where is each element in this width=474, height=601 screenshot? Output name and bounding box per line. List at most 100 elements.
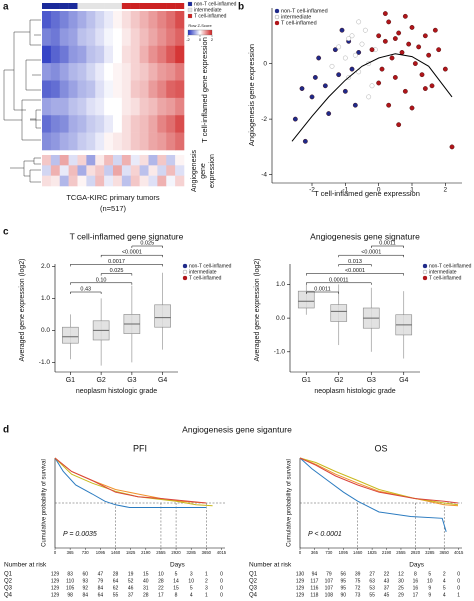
x-tick-label: 1095	[96, 550, 106, 555]
heatmap-cell	[148, 80, 158, 99]
heatmap-cell	[166, 11, 176, 29]
heatmap-cell	[157, 63, 167, 81]
group-bar	[68, 3, 78, 9]
risk-count: 28	[158, 578, 164, 584]
row-label: expression	[209, 154, 216, 188]
color-key	[187, 29, 213, 36]
point	[302, 138, 308, 144]
x-tick-label: 730	[82, 550, 90, 555]
heatmap-cell	[121, 80, 132, 99]
panel-label: a	[3, 2, 9, 13]
y-tick-label: -4	[261, 171, 267, 178]
point	[422, 86, 428, 91]
colorbar-label: Row Z-Score	[188, 23, 212, 28]
point	[429, 83, 435, 89]
point	[406, 41, 412, 47]
risk-count: 83	[67, 571, 73, 577]
risk-group: Q2	[249, 579, 258, 585]
risk-count: 94	[312, 571, 318, 577]
risk-count: 3	[190, 571, 193, 577]
heatmap-cell	[166, 155, 176, 166]
point	[396, 122, 402, 128]
risk-group: Q4	[4, 593, 13, 599]
risk-group: Q3	[4, 586, 13, 592]
heatmap-cell	[95, 11, 105, 29]
risk-count: 1	[205, 571, 208, 577]
p-value: P < 0.0001	[308, 531, 342, 538]
x-tick-label: 1095	[339, 550, 349, 555]
heatmap-cell	[157, 155, 167, 166]
risk-count: 53	[369, 585, 375, 591]
heatmap-cell	[95, 63, 105, 81]
x-tick-label: G2	[334, 377, 343, 384]
p-value: 0.013	[348, 259, 362, 265]
heatmap-cell	[175, 11, 185, 29]
risk-count: 60	[82, 571, 88, 577]
point	[312, 75, 318, 80]
point	[366, 94, 372, 100]
heatmap-cell	[50, 115, 61, 133]
point	[392, 75, 398, 80]
heatmap-cell	[157, 97, 167, 116]
survival-curve	[299, 457, 447, 532]
group-bar	[157, 3, 167, 9]
risk-count: 116	[310, 585, 318, 591]
legend-marker	[274, 14, 280, 20]
heatmap-cell	[86, 115, 96, 133]
risk-count: 107	[325, 578, 334, 584]
point	[326, 111, 332, 116]
heatmap-cell	[95, 115, 105, 133]
heatmap-cell	[130, 175, 140, 187]
panel-label: d	[3, 425, 9, 436]
point	[346, 36, 352, 41]
point	[402, 88, 408, 94]
y-tick-label: 1.0	[276, 281, 285, 288]
risk-count: 84	[82, 592, 88, 598]
survival-curve	[54, 457, 207, 504]
row-label: T cell-inflamed gene expression	[200, 37, 209, 143]
risk-count: 17	[413, 592, 419, 598]
point	[389, 55, 395, 61]
risk-count: 98	[67, 592, 73, 598]
heatmap-cell	[157, 165, 167, 176]
p-value: P = 0.0035	[63, 531, 97, 538]
point	[356, 50, 362, 55]
risk-count: 40	[143, 578, 149, 584]
heatmap-cell	[59, 132, 69, 151]
panel-label: c	[3, 227, 9, 238]
bracket	[70, 291, 102, 294]
risk-count: 0	[220, 571, 223, 577]
risk-count: 129	[51, 592, 60, 598]
risk-count: 15	[173, 585, 179, 591]
point	[386, 102, 392, 108]
risk-count: 129	[296, 585, 305, 591]
legend-marker	[182, 275, 188, 281]
heatmap-cell	[166, 115, 176, 133]
legend-swatch	[187, 7, 193, 13]
heatmap-cell	[139, 28, 149, 47]
legend-label: intermediate	[281, 14, 311, 20]
heatmap-cell	[121, 175, 132, 187]
p-value: 0.025	[140, 240, 154, 246]
heatmap-cell	[86, 132, 96, 151]
heatmap-cell	[130, 28, 140, 47]
risk-count: 8	[175, 592, 178, 598]
bracket	[100, 254, 163, 258]
legend-marker	[422, 269, 428, 275]
x-tick-label: 3285	[425, 550, 435, 555]
heatmap-cell	[59, 80, 69, 99]
heatmap-cell	[121, 132, 132, 151]
risk-count: 8	[414, 571, 417, 577]
heatmap-cell	[59, 45, 69, 64]
heatmap-cell	[95, 97, 105, 116]
point	[342, 88, 348, 94]
legend-marker	[274, 8, 280, 14]
point	[309, 94, 315, 100]
risk-count: 79	[98, 578, 104, 584]
x-tick-label: 2190	[141, 550, 151, 555]
legend-label: T cell-inflamed	[189, 275, 222, 281]
x-tick-label: G1	[66, 377, 75, 384]
heatmap-cell	[42, 165, 52, 176]
heatmap-cell	[104, 165, 114, 176]
point	[362, 27, 368, 33]
